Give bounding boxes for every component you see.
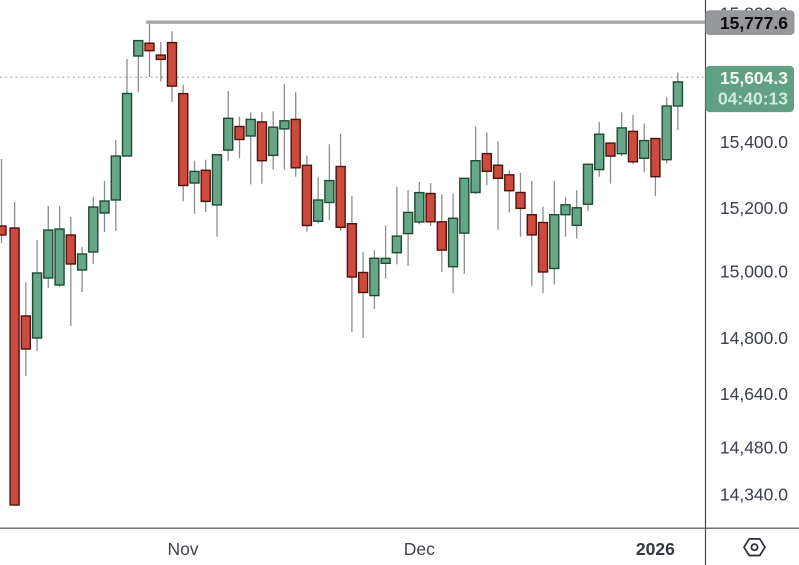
svg-text:14,340.0: 14,340.0 xyxy=(720,485,788,505)
svg-text:15,604.3: 15,604.3 xyxy=(720,68,788,88)
svg-text:14,800.0: 14,800.0 xyxy=(720,328,788,348)
svg-text:2026: 2026 xyxy=(636,539,675,559)
svg-text:04:40:13: 04:40:13 xyxy=(718,89,788,109)
svg-text:15,000.0: 15,000.0 xyxy=(720,262,788,282)
svg-text:15,400.0: 15,400.0 xyxy=(720,132,788,152)
svg-text:15,777.6: 15,777.6 xyxy=(720,13,788,33)
svg-text:14,640.0: 14,640.0 xyxy=(720,384,788,404)
svg-text:Dec: Dec xyxy=(404,539,435,559)
svg-text:Nov: Nov xyxy=(167,539,198,559)
svg-text:15,200.0: 15,200.0 xyxy=(720,198,788,218)
svg-text:14,480.0: 14,480.0 xyxy=(720,437,788,457)
